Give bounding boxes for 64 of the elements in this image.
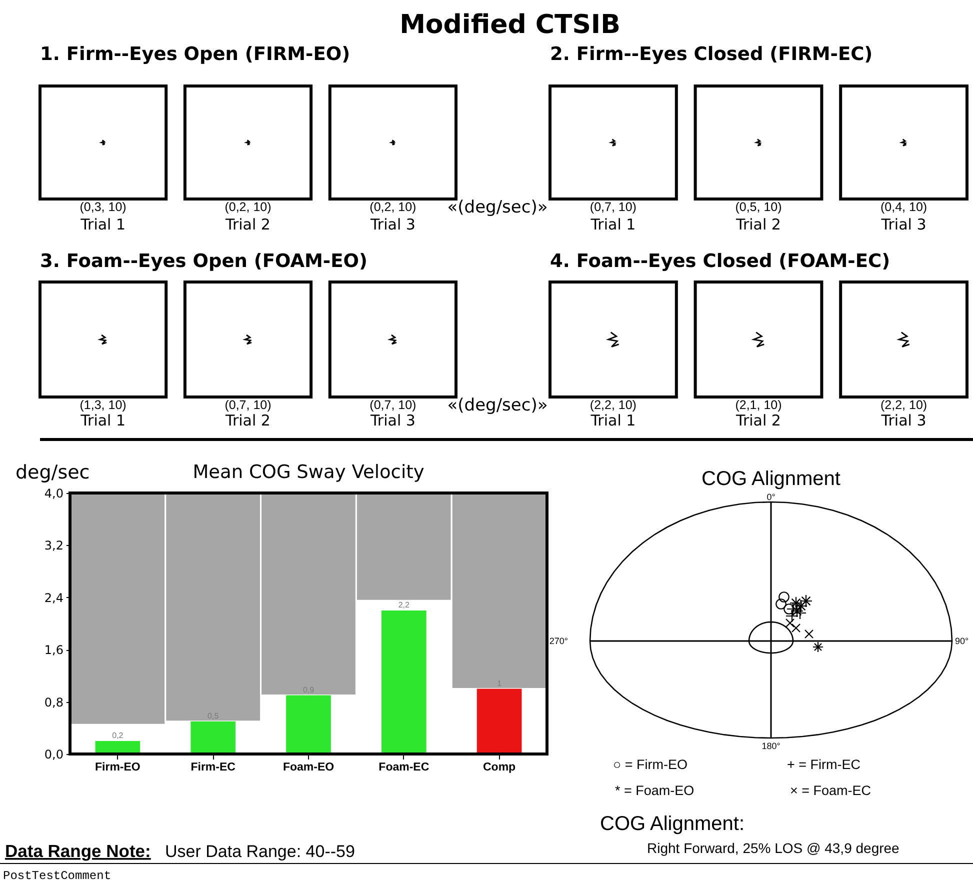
text: (0,7, 10) xyxy=(370,398,416,412)
text: * = Foam-EO xyxy=(615,783,694,798)
text: (1,3, 10) xyxy=(80,398,126,412)
x-tick-label: Foam-EC xyxy=(378,762,430,774)
category-label: 180° xyxy=(762,741,781,751)
text: «(deg/sec)» xyxy=(447,198,548,218)
y-tick-label: 0,0 xyxy=(44,748,64,762)
y-tick-label: 3,2 xyxy=(44,538,64,553)
text: Data Range Note: xyxy=(5,841,151,861)
data-label: 0,2 xyxy=(112,730,124,740)
text: «(deg/sec)» xyxy=(447,396,548,416)
category-label: Trial 1 xyxy=(80,216,126,234)
text: (2,2, 10) xyxy=(590,398,636,412)
category-label: Trial 3 xyxy=(880,216,926,234)
bar xyxy=(286,695,331,754)
category-label: Trial 2 xyxy=(735,412,781,430)
category-label: Trial 2 xyxy=(224,412,270,430)
category-label: Trial 3 xyxy=(369,216,416,234)
text: (0,4, 10) xyxy=(880,200,928,214)
text: + = Firm-EC xyxy=(787,757,861,772)
category-label: Trial 2 xyxy=(735,216,781,234)
category-label: 270° xyxy=(549,636,568,646)
category-label: Trial 1 xyxy=(590,216,636,234)
x-tick-label: Comp xyxy=(483,762,516,774)
bar xyxy=(381,610,426,754)
y-axis-title: deg/sec xyxy=(16,462,90,484)
category-label: 0° xyxy=(766,492,776,502)
y-tick-label: 0,8 xyxy=(44,695,64,710)
chart-title: Mean COG Sway Velocity xyxy=(192,462,424,483)
text: (0,2, 10) xyxy=(370,200,416,214)
y-tick-label: 1,6 xyxy=(44,643,64,658)
y-tick-label: 4,0 xyxy=(44,486,64,500)
text: Right Forward, 25% LOS @ 43,9 degree xyxy=(647,840,900,856)
text: (0,7, 10) xyxy=(590,200,636,214)
text: (2,2, 10) xyxy=(880,398,928,412)
category-label: Trial 3 xyxy=(369,412,416,430)
text: (0,7, 10) xyxy=(224,398,272,412)
category-label: Trial 1 xyxy=(590,412,636,430)
text: COG Alignment: xyxy=(600,813,745,835)
x-tick-label: Firm-EC xyxy=(190,762,236,774)
text: 2. Firm--Eyes Closed (FIRM-EC) xyxy=(550,44,873,65)
text: (0,5, 10) xyxy=(735,200,782,214)
x-tick-label: Foam-EO xyxy=(282,762,334,774)
text: ○ = Firm-EO xyxy=(613,757,688,772)
data-label: 2,2 xyxy=(398,600,410,610)
y-tick-label: 2,4 xyxy=(44,590,64,605)
text: 1. Firm--Eyes Open (FIRM-EO) xyxy=(40,44,350,65)
bar xyxy=(476,688,522,754)
category-label: Trial 3 xyxy=(880,412,926,430)
text: (2,1, 10) xyxy=(735,398,782,412)
text: User Data Range: 40--59 xyxy=(165,842,355,861)
category-label: 90° xyxy=(955,636,970,646)
text: Modified CTSIB xyxy=(400,10,620,40)
text: PostTestComment xyxy=(3,869,112,883)
text: COG Alignment xyxy=(702,468,841,490)
bar xyxy=(190,721,236,754)
text: 3. Foam--Eyes Open (FOAM-EO) xyxy=(40,251,368,272)
category-label: Trial 2 xyxy=(224,216,270,234)
text: (0,2, 10) xyxy=(224,200,272,214)
x-tick-label: Firm-EO xyxy=(95,762,140,774)
text: 4. Foam--Eyes Closed (FOAM-EC) xyxy=(550,251,890,272)
text: (0,3, 10) xyxy=(80,200,126,214)
category-label: Trial 1 xyxy=(80,412,126,430)
text: × = Foam-EC xyxy=(790,783,872,798)
